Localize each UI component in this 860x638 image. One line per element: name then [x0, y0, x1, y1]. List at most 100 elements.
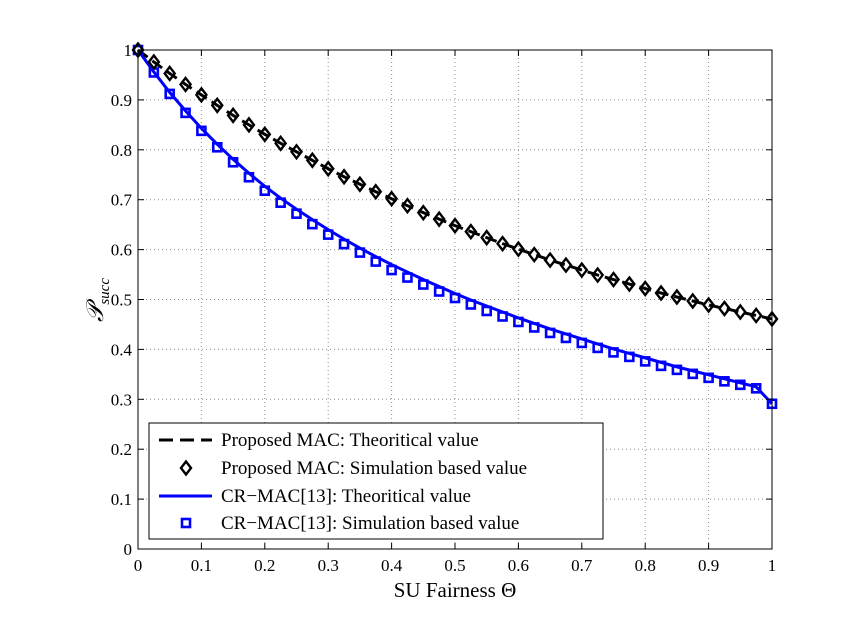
legend-marker-sample	[180, 517, 192, 529]
data-point	[544, 327, 556, 339]
y-tick-label: 0	[124, 540, 133, 559]
x-tick-label: 1	[768, 556, 777, 575]
axis-ticks: 0 0.1 0.2 0.3 0.4 0.5 0.6 0.7 0.8 0.9 1 0 0.1 0.2 0.3 0…	[111, 41, 777, 575]
data-point	[750, 383, 762, 394]
data-point	[274, 134, 288, 152]
data-point	[559, 256, 573, 274]
series-layer	[131, 41, 779, 410]
x-tick-label: 0	[134, 556, 143, 575]
data-point	[671, 364, 683, 376]
data-point	[606, 271, 621, 289]
x-axis-label: SU Fairness Θ	[394, 578, 517, 602]
legend-entry-label: CR−MAC[13]: Simulation based value	[221, 513, 519, 534]
data-point	[402, 272, 413, 283]
data-point	[417, 279, 429, 290]
data-point	[527, 246, 541, 264]
data-point	[749, 306, 763, 324]
y-tick-label: 1	[124, 41, 133, 60]
data-point	[654, 284, 668, 302]
data-point	[622, 275, 636, 293]
data-point	[655, 360, 667, 372]
data-point	[416, 204, 430, 222]
x-tick-label: 0.5	[444, 556, 465, 575]
data-point	[305, 151, 319, 169]
data-point	[448, 217, 462, 235]
data-point	[638, 280, 652, 297]
y-tick-label: 0.8	[111, 141, 132, 160]
x-tick-label: 0.1	[191, 556, 212, 575]
data-point	[259, 185, 271, 197]
data-point	[354, 247, 366, 258]
data-point	[370, 256, 382, 267]
data-point	[608, 347, 619, 358]
data-point	[196, 125, 207, 137]
data-point	[560, 332, 572, 344]
data-point	[639, 356, 651, 367]
data-point	[464, 223, 478, 241]
data-point	[734, 379, 746, 391]
data-point	[321, 160, 335, 178]
data-point	[624, 351, 635, 363]
data-point	[576, 337, 588, 349]
data-point	[449, 292, 461, 304]
x-tick-label: 0.9	[698, 556, 719, 575]
data-point	[163, 64, 177, 82]
y-tick-label: 0.3	[111, 390, 132, 409]
data-point	[400, 197, 414, 215]
data-point	[465, 299, 477, 310]
data-point	[242, 116, 256, 134]
y-tick-label: 0.2	[111, 440, 132, 459]
data-point	[210, 96, 224, 114]
data-point	[226, 106, 240, 124]
y-tick-label: 0.6	[111, 241, 132, 260]
x-tick-label: 0.3	[318, 556, 339, 575]
x-tick-label: 0.6	[508, 556, 529, 575]
data-point	[513, 316, 524, 328]
data-point	[480, 229, 494, 247]
data-point	[702, 296, 716, 314]
legend-entry-label: Proposed MAC: Theoritical value	[221, 430, 479, 451]
data-point	[528, 322, 540, 333]
data-point	[432, 210, 446, 228]
data-point	[180, 107, 191, 119]
data-point	[385, 190, 399, 208]
data-point	[496, 235, 510, 253]
legend-box	[148, 422, 604, 540]
data-point	[147, 53, 161, 71]
data-point	[194, 86, 208, 104]
x-tick-label: 0.7	[571, 556, 593, 575]
data-point	[227, 156, 239, 168]
data-point	[322, 229, 334, 240]
series-1	[131, 41, 779, 328]
legend-entry-label: Proposed MAC: Simulation based value	[221, 458, 527, 479]
data-point	[353, 175, 367, 193]
data-point	[291, 208, 302, 219]
legend: Proposed MAC: Theoritical value Proposed …	[148, 422, 604, 540]
data-point	[386, 264, 397, 276]
data-point	[164, 88, 175, 100]
data-point	[481, 305, 493, 317]
data-point	[719, 376, 730, 387]
data-point	[733, 303, 747, 321]
data-point	[433, 286, 445, 297]
data-point	[543, 251, 557, 269]
data-point	[591, 266, 605, 284]
data-point	[258, 125, 272, 143]
data-point	[337, 168, 351, 186]
data-point	[575, 261, 589, 279]
data-point	[686, 292, 700, 310]
data-point	[687, 368, 699, 380]
y-axis-label-subscript: succ	[97, 278, 113, 305]
data-point	[497, 311, 508, 322]
data-point	[211, 142, 223, 153]
data-point	[670, 288, 684, 306]
data-point	[338, 238, 350, 250]
legend-entry-label: CR−MAC[13]: Theoritical value	[221, 486, 471, 507]
y-tick-label: 0.7	[111, 191, 133, 210]
data-point	[703, 372, 714, 384]
data-point	[717, 300, 731, 317]
y-tick-label: 0.9	[111, 91, 132, 110]
data-point	[289, 143, 304, 161]
